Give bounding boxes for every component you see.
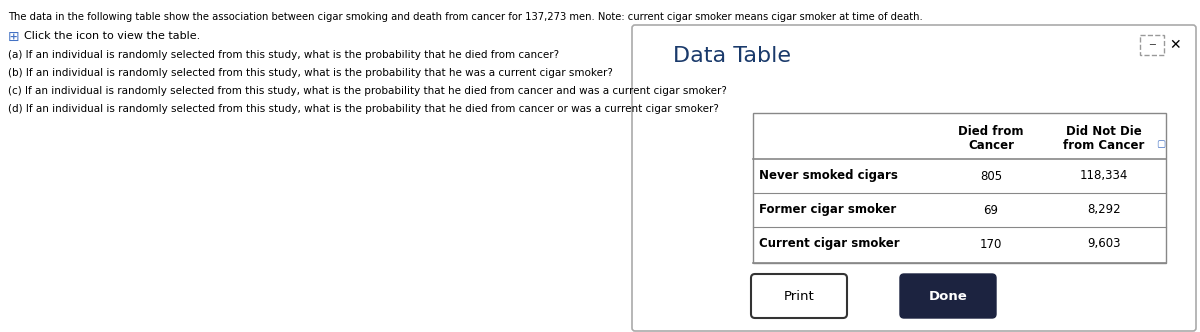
Text: (b) If an individual is randomly selected from this study, what is the probabili: (b) If an individual is randomly selecte… <box>8 68 613 78</box>
Text: Did Not Die: Did Not Die <box>1066 125 1142 138</box>
FancyBboxPatch shape <box>900 274 996 318</box>
Text: ▢: ▢ <box>1156 139 1165 149</box>
Text: (c) If an individual is randomly selected from this study, what is the probabili: (c) If an individual is randomly selecte… <box>8 86 727 96</box>
Text: (a) If an individual is randomly selected from this study, what is the probabili: (a) If an individual is randomly selecte… <box>8 50 559 60</box>
Text: Print: Print <box>784 290 815 302</box>
Text: ✕: ✕ <box>1169 38 1181 52</box>
Text: ⊞: ⊞ <box>8 30 19 44</box>
FancyBboxPatch shape <box>1140 35 1164 55</box>
Text: 8,292: 8,292 <box>1087 204 1121 216</box>
Text: 805: 805 <box>980 170 1002 183</box>
Text: 170: 170 <box>980 237 1002 251</box>
Text: 118,334: 118,334 <box>1080 170 1128 183</box>
FancyBboxPatch shape <box>751 274 847 318</box>
FancyBboxPatch shape <box>754 113 1166 263</box>
Text: Current cigar smoker: Current cigar smoker <box>760 237 900 251</box>
Text: ─: ─ <box>1150 40 1154 50</box>
Text: from Cancer: from Cancer <box>1063 139 1145 152</box>
Text: Click the icon to view the table.: Click the icon to view the table. <box>24 31 200 41</box>
Text: Cancer: Cancer <box>968 139 1014 152</box>
Text: Former cigar smoker: Former cigar smoker <box>760 204 896 216</box>
Text: 69: 69 <box>984 204 998 216</box>
Text: The data in the following table show the association between cigar smoking and d: The data in the following table show the… <box>8 12 923 22</box>
FancyBboxPatch shape <box>632 25 1196 331</box>
Text: 9,603: 9,603 <box>1087 237 1121 251</box>
Text: Never smoked cigars: Never smoked cigars <box>760 170 898 183</box>
Text: Data Table: Data Table <box>673 46 791 66</box>
Text: (d) If an individual is randomly selected from this study, what is the probabili: (d) If an individual is randomly selecte… <box>8 104 719 114</box>
Text: Done: Done <box>929 290 967 302</box>
Text: Died from: Died from <box>959 125 1024 138</box>
